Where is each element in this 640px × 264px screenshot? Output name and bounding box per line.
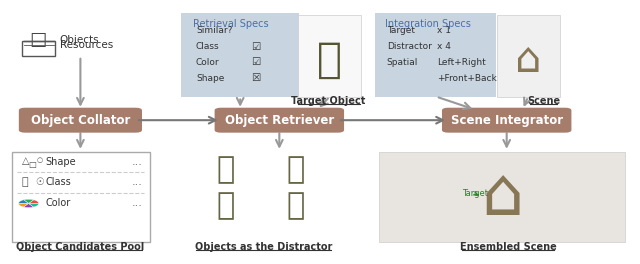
Text: x 4: x 4 [437,42,451,51]
FancyBboxPatch shape [379,153,625,242]
Text: Scene Integrator: Scene Integrator [451,114,563,127]
Text: x 1: x 1 [437,26,451,35]
Text: Ensembled Scene: Ensembled Scene [460,242,556,252]
Text: ☐: ☐ [29,32,47,51]
Wedge shape [24,204,34,208]
Text: ⦾: ⦾ [286,191,304,220]
Text: ...: ... [131,199,142,209]
Text: Objects as the Distractor: Objects as the Distractor [195,242,332,252]
Text: Retrieval Specs: Retrieval Specs [193,18,268,29]
Text: Shape: Shape [196,74,225,83]
Text: Color: Color [45,199,71,209]
Text: △: △ [22,156,29,166]
Text: ⌂: ⌂ [515,39,541,81]
Text: ○: ○ [37,157,43,163]
Text: Shape: Shape [45,157,76,167]
FancyBboxPatch shape [214,108,344,133]
Text: ⦾: ⦾ [216,191,235,220]
Text: Left+Right: Left+Right [437,58,486,67]
Text: Target Object: Target Object [291,96,366,106]
FancyBboxPatch shape [442,108,572,133]
Text: Similar?: Similar? [196,26,232,35]
Text: +Front+Back: +Front+Back [437,74,497,83]
Wedge shape [19,200,29,204]
FancyBboxPatch shape [19,108,142,133]
Text: □: □ [29,160,36,169]
Text: Objects: Objects [60,35,99,45]
Text: Integration Specs: Integration Specs [385,18,470,29]
Text: ⦾: ⦾ [216,155,235,185]
Text: Class: Class [45,177,72,187]
Text: ⌂: ⌂ [481,163,524,229]
Text: Class: Class [196,42,220,51]
FancyBboxPatch shape [497,15,560,97]
Wedge shape [19,204,29,207]
Text: ⧉: ⧉ [22,177,28,187]
FancyBboxPatch shape [298,15,361,97]
Text: ☑: ☑ [252,57,260,67]
Text: ☉: ☉ [36,177,44,187]
Wedge shape [29,204,39,207]
Text: Target: Target [463,189,488,198]
Text: Distractor: Distractor [387,42,431,51]
Text: Object Collator: Object Collator [31,114,130,127]
Text: Target: Target [387,26,415,35]
Text: Resources: Resources [60,40,113,50]
Text: Scene: Scene [527,96,560,106]
Text: ...: ... [131,157,142,167]
Text: ☒: ☒ [252,73,260,83]
Text: ...: ... [131,177,142,187]
Text: ⦾: ⦾ [286,155,304,185]
Text: Color: Color [196,58,220,67]
Wedge shape [29,200,39,204]
Text: Object Candidates Pool: Object Candidates Pool [16,242,145,252]
FancyBboxPatch shape [375,13,496,97]
Text: Spatial: Spatial [387,58,418,67]
FancyBboxPatch shape [182,13,299,97]
Text: ⦾: ⦾ [317,39,342,81]
Text: ☑: ☑ [252,42,260,52]
Text: Object Retriever: Object Retriever [225,114,334,127]
Wedge shape [24,199,34,204]
FancyBboxPatch shape [12,152,150,242]
